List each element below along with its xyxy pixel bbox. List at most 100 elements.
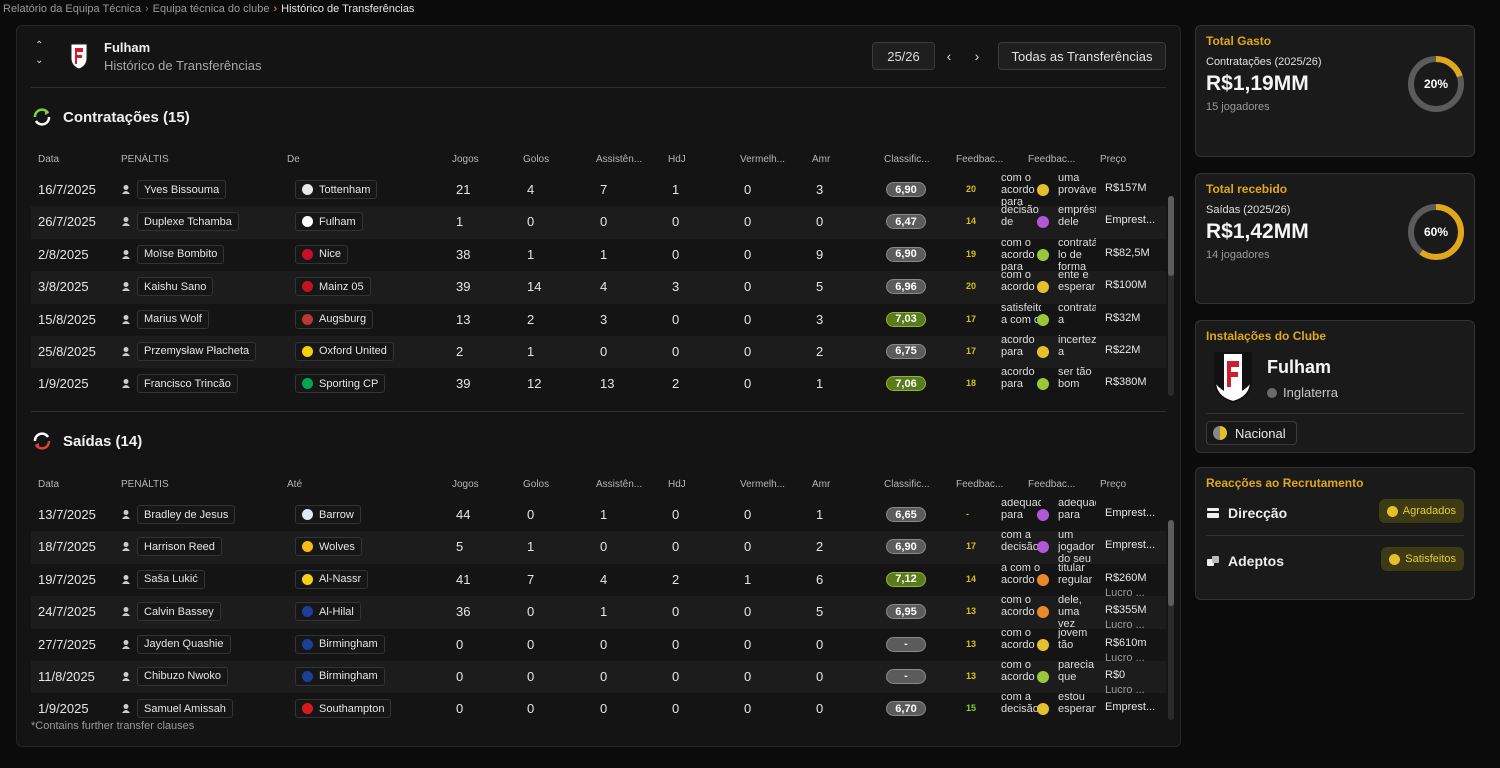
column-header[interactable]: HdJ	[668, 479, 686, 490]
player-name[interactable]: Saša Lukić	[137, 569, 205, 589]
player-name[interactable]: Chibuzo Nwoko	[137, 666, 229, 686]
column-header[interactable]: Feedbac...	[956, 479, 1004, 490]
table-row[interactable]: 11/8/2025 Chibuzo Nwoko Birmingham 0 0 0…	[31, 659, 1166, 696]
player-name[interactable]: Marius Wolf	[137, 309, 209, 329]
column-header[interactable]: Feedbac...	[1028, 154, 1076, 165]
club-pill[interactable]: Al-Hilal	[295, 602, 361, 622]
departures-scrollbar[interactable]	[1168, 520, 1174, 720]
signings-scroll-thumb[interactable]	[1168, 196, 1174, 276]
table-row[interactable]: 16/7/2025 Yves Bissouma Tottenham 21 4 7…	[31, 174, 1166, 206]
player-name[interactable]: Moïse Bombito	[137, 244, 225, 264]
column-header[interactable]: PENÁLTIS	[121, 154, 169, 165]
club-name: Al-Hilal	[319, 605, 354, 618]
column-header[interactable]: Golos	[523, 154, 550, 165]
chevron-down-icon[interactable]: ⌄	[35, 55, 44, 66]
player-name[interactable]: Calvin Bassey	[137, 602, 221, 622]
player-of-match: 0	[672, 539, 680, 555]
player-name[interactable]: Jayden Quashie	[137, 634, 231, 654]
club-pill[interactable]: Wolves	[295, 537, 362, 557]
column-header[interactable]: Amr	[812, 154, 831, 165]
club-switcher[interactable]: ⌃ ⌄	[35, 40, 43, 66]
table-row[interactable]: 1/9/2025 Francisco Trincão Sporting CP 3…	[31, 366, 1166, 396]
table-row[interactable]: 15/8/2025 Marius Wolf Augsburg 13 2 3 0 …	[31, 302, 1166, 336]
player-name[interactable]: Bradley de Jesus	[137, 505, 236, 524]
column-header[interactable]: Vermelh...	[740, 479, 786, 490]
column-header[interactable]: HdJ	[668, 154, 686, 165]
club-pill[interactable]: Al-Nassr	[295, 569, 369, 589]
previous-season-icon[interactable]: ‹	[946, 48, 952, 64]
column-header[interactable]: Jogos	[452, 154, 479, 165]
column-header[interactable]: Golos	[523, 479, 550, 490]
column-header[interactable]: Classific...	[884, 154, 930, 165]
rating-badge: 6,65	[886, 507, 926, 522]
club-pill[interactable]: Fulham	[295, 212, 363, 232]
goals: 14	[527, 279, 542, 295]
column-header[interactable]: Preço	[1100, 479, 1127, 490]
column-header[interactable]: PENÁLTIS	[121, 479, 169, 490]
table-row[interactable]: 19/7/2025 Saša Lukić Al-Nassr 41 7 4 2 1…	[31, 562, 1166, 599]
club-pill[interactable]: Southampton	[295, 699, 392, 719]
person-icon	[122, 346, 130, 356]
club-pill[interactable]: Mainz 05	[295, 277, 371, 297]
column-header[interactable]: Data	[38, 154, 60, 165]
column-header[interactable]: Classific...	[884, 479, 930, 490]
player-name[interactable]: Duplexe Tchamba	[137, 212, 239, 232]
column-header[interactable]: Assistên...	[596, 154, 643, 165]
column-header[interactable]: Preço	[1100, 154, 1127, 165]
club-country[interactable]: Inglaterra	[1267, 385, 1338, 400]
column-header[interactable]: Feedbac...	[956, 154, 1004, 165]
column-header[interactable]: Jogos	[452, 479, 479, 490]
goals: 7	[527, 571, 535, 587]
facilities-level-badge[interactable]: Nacional	[1206, 421, 1297, 445]
player-name[interactable]: Przemysław Płacheta	[137, 341, 257, 361]
club-pill[interactable]: Tottenham	[295, 180, 378, 199]
signings-title: Contratações (15)	[63, 108, 190, 126]
all-transfers-button[interactable]: Todas as Transferências	[998, 42, 1166, 70]
breadcrumb-item[interactable]: Relatório da Equipa Técnica	[3, 3, 141, 15]
column-header[interactable]: De	[287, 154, 300, 165]
column-header[interactable]: Amr	[812, 479, 831, 490]
club-pill[interactable]: Oxford United	[295, 341, 394, 361]
price-value: R$100M	[1105, 279, 1147, 292]
departures-scroll-thumb[interactable]	[1168, 520, 1174, 606]
player-name[interactable]: Samuel Amissah	[137, 699, 233, 719]
price-note: Lucro ...	[1105, 683, 1145, 696]
table-row[interactable]: 18/7/2025 Harrison Reed Wolves 5 1 0 0 0…	[31, 529, 1166, 564]
table-row[interactable]: 3/8/2025 Kaishu Sano Mainz 05 39 14 4 3 …	[31, 269, 1166, 304]
player-name[interactable]: Yves Bissouma	[137, 180, 227, 199]
transfer-price: Emprest...	[1105, 507, 1165, 519]
player-name[interactable]: Harrison Reed	[137, 537, 222, 557]
club-pill[interactable]: Nice	[295, 244, 349, 264]
column-header[interactable]: Vermelh...	[740, 154, 786, 165]
table-row[interactable]: 25/8/2025 Przemysław Płacheta Oxford Uni…	[31, 334, 1166, 369]
appearances: 0	[456, 701, 464, 717]
player-name[interactable]: Kaishu Sano	[137, 277, 214, 297]
column-header[interactable]: Data	[38, 479, 60, 490]
column-header[interactable]: Feedbac...	[1028, 479, 1076, 490]
goals: 2	[527, 311, 535, 327]
chevron-up-icon[interactable]: ⌃	[35, 40, 44, 51]
table-row[interactable]: 2/8/2025 Moïse Bombito Nice 38 1 1 0 0 9…	[31, 237, 1166, 271]
table-row[interactable]: 13/7/2025 Bradley de Jesus Barrow 44 0 1…	[31, 499, 1166, 531]
reaction-row-fans[interactable]: Adeptos Satisfeitos	[1206, 545, 1464, 577]
table-row[interactable]: 1/9/2025 Samuel Amissah Southampton 0 0 …	[31, 691, 1166, 719]
signings-scrollbar[interactable]	[1168, 196, 1174, 396]
column-header[interactable]: Assistên...	[596, 479, 643, 490]
club-pill[interactable]: Birmingham	[295, 634, 385, 654]
club-pill[interactable]: Barrow	[295, 505, 361, 524]
club-name[interactable]: Fulham	[104, 40, 151, 55]
table-row[interactable]: 27/7/2025 Jayden Quashie Birmingham 0 0 …	[31, 627, 1166, 664]
club-pill[interactable]: Sporting CP	[295, 374, 386, 394]
next-season-icon[interactable]: ›	[974, 48, 980, 64]
player-name[interactable]: Francisco Trincão	[137, 374, 238, 394]
club-pill[interactable]: Augsburg	[295, 309, 374, 329]
club-name[interactable]: Fulham	[1267, 357, 1332, 377]
column-header[interactable]: Até	[287, 479, 303, 490]
reaction-face-icon	[1037, 248, 1049, 261]
table-row[interactable]: 26/7/2025 Duplexe Tchamba Fulham 1 0 0 0…	[31, 204, 1166, 239]
reaction-row-board[interactable]: Direcção Agradados	[1206, 497, 1464, 529]
season-selector[interactable]: 25/26	[872, 42, 935, 70]
table-row[interactable]: 24/7/2025 Calvin Bassey Al-Hilal 36 0 1 …	[31, 594, 1166, 631]
breadcrumb-item[interactable]: Equipa técnica do clube	[152, 3, 270, 15]
club-pill[interactable]: Birmingham	[295, 666, 385, 686]
